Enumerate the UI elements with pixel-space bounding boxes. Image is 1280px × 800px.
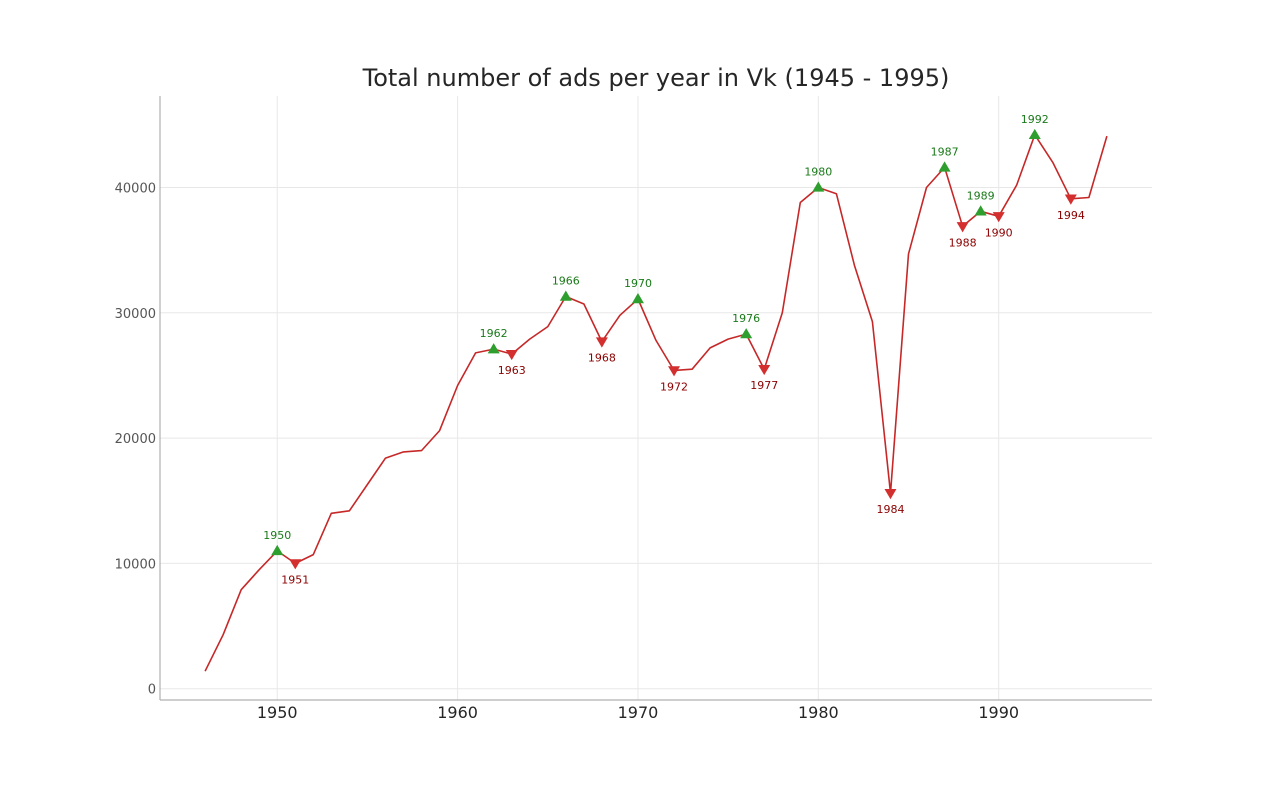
trough-label: 1988 bbox=[949, 236, 977, 249]
x-tick-label: 1970 bbox=[618, 703, 659, 722]
trough-label: 1972 bbox=[660, 380, 688, 393]
peak-label: 1987 bbox=[931, 145, 959, 158]
peak-label: 1989 bbox=[967, 189, 995, 202]
series-line bbox=[204, 134, 1108, 672]
x-tick-label: 1950 bbox=[257, 703, 298, 722]
trough-marker bbox=[884, 489, 897, 500]
peak-marker bbox=[487, 343, 500, 354]
peak-marker bbox=[271, 544, 284, 556]
trough-label: 1977 bbox=[750, 379, 778, 392]
chart-title: Total number of ads per year in Vk (1945… bbox=[362, 64, 950, 92]
y-tick-label: 10000 bbox=[115, 557, 156, 572]
trough-marker bbox=[668, 366, 681, 377]
x-tick-label: 1990 bbox=[978, 703, 1019, 722]
trough-marker bbox=[758, 364, 771, 376]
peak-label: 1962 bbox=[480, 327, 508, 340]
trough-marker bbox=[1064, 194, 1077, 205]
peak-label: 1970 bbox=[624, 277, 652, 290]
peak-marker bbox=[740, 328, 753, 339]
trough-marker bbox=[595, 337, 608, 348]
peak-label: 1980 bbox=[804, 165, 832, 178]
peak-marker bbox=[974, 205, 987, 216]
peak-marker bbox=[938, 161, 951, 172]
peak-label: 1950 bbox=[263, 529, 291, 542]
trough-marker bbox=[289, 559, 302, 570]
trough-marker bbox=[956, 222, 969, 233]
trough-label: 1994 bbox=[1057, 209, 1085, 222]
peak-marker bbox=[631, 293, 644, 304]
trough-label: 1951 bbox=[281, 573, 309, 586]
y-tick-label: 40000 bbox=[115, 181, 156, 196]
trough-marker bbox=[992, 212, 1005, 223]
y-tick-label: 0 bbox=[148, 683, 156, 698]
peak-marker bbox=[812, 181, 825, 192]
trough-marker bbox=[505, 349, 518, 361]
trough-label: 1963 bbox=[498, 364, 526, 377]
x-tick-label: 1960 bbox=[437, 703, 478, 722]
x-tick-label: 1980 bbox=[798, 703, 839, 722]
trough-label: 1968 bbox=[588, 352, 616, 365]
peak-label: 1992 bbox=[1021, 113, 1049, 126]
trough-label: 1990 bbox=[985, 226, 1013, 239]
peak-marker bbox=[559, 290, 572, 301]
y-tick-label: 20000 bbox=[115, 432, 156, 447]
peak-label: 1966 bbox=[552, 274, 580, 287]
peak-label: 1976 bbox=[732, 312, 760, 325]
peak-marker bbox=[1028, 128, 1041, 140]
trough-label: 1984 bbox=[876, 503, 904, 516]
y-tick-label: 30000 bbox=[115, 307, 156, 322]
